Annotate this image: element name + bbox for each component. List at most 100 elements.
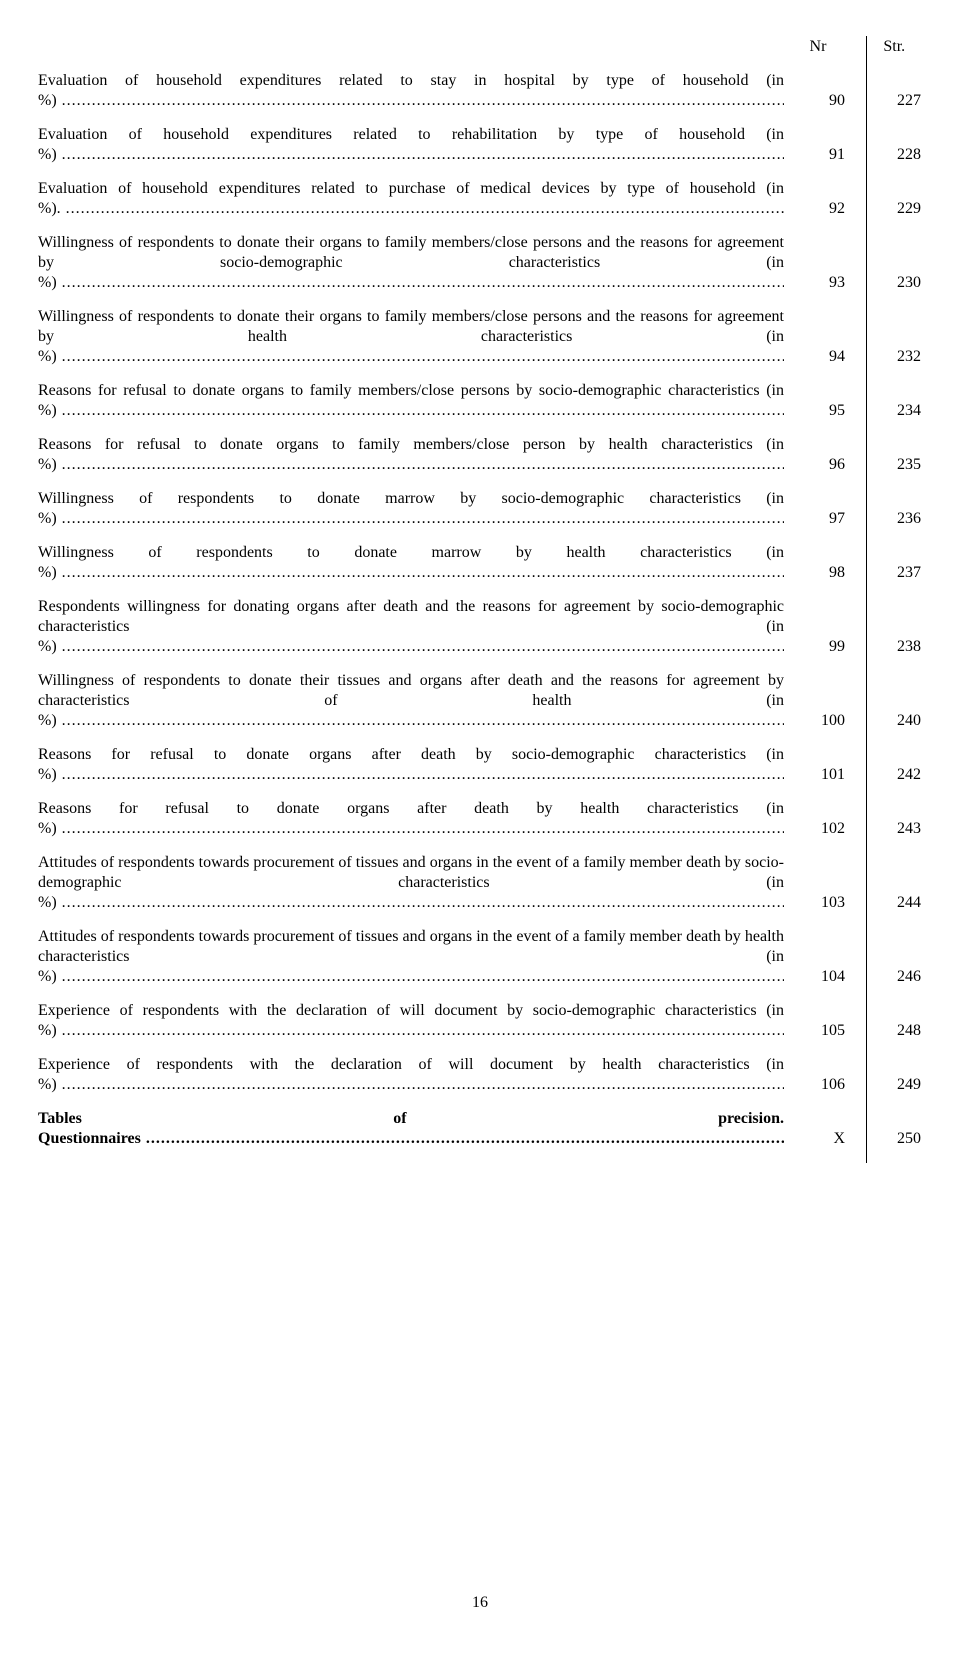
toc-row: Reasons for refusal to donate organs to … (38, 435, 922, 489)
toc-nr: 98 (790, 543, 846, 597)
toc-str: 236 (866, 489, 922, 543)
toc-separator (846, 543, 866, 597)
toc-str: 232 (866, 307, 922, 381)
toc-separator (846, 1001, 866, 1055)
toc-title-text: Experience of respondents with the decla… (38, 1001, 784, 1041)
toc-title-text: Respondents willingness for donating org… (38, 597, 784, 657)
toc-row: Reasons for refusal to donate organs aft… (38, 745, 922, 799)
toc-title-text: Experience of respondents with the decla… (38, 1055, 784, 1095)
toc-title-cell: Willingness of respondents to donate mar… (38, 543, 790, 597)
toc-nr: 100 (790, 671, 846, 745)
toc-nr: 91 (790, 125, 846, 179)
toc-nr: 95 (790, 381, 846, 435)
toc-str: 237 (866, 543, 922, 597)
toc-separator (846, 671, 866, 745)
toc-separator (846, 745, 866, 799)
toc-title-text: Tables of precision. Questionnaires (38, 1109, 784, 1149)
toc-str: 249 (866, 1055, 922, 1109)
toc-separator (846, 179, 866, 233)
toc-str: 240 (866, 671, 922, 745)
toc-str: 248 (866, 1001, 922, 1055)
toc-separator (846, 1055, 866, 1109)
toc-row: Reasons for refusal to donate organs aft… (38, 799, 922, 853)
toc-row: Evaluation of household expenditures rel… (38, 71, 922, 125)
toc-str: 244 (866, 853, 922, 927)
toc-str: 234 (866, 381, 922, 435)
toc-title-cell: Reasons for refusal to donate organs aft… (38, 799, 790, 853)
toc-title-cell: Reasons for refusal to donate organs aft… (38, 745, 790, 799)
toc-separator (846, 233, 866, 307)
toc-str: 243 (866, 799, 922, 853)
toc-separator (846, 597, 866, 671)
toc-str: 227 (866, 71, 922, 125)
toc-row: Willingness of respondents to donate mar… (38, 543, 922, 597)
toc-title-cell: Experience of respondents with the decla… (38, 1055, 790, 1109)
toc-title-text: Attitudes of respondents towards procure… (38, 853, 784, 913)
toc-title-text: Reasons for refusal to donate organs aft… (38, 745, 784, 785)
toc-title-cell: Respondents willingness for donating org… (38, 597, 790, 671)
toc-page: Nr Str. Evaluation of household expendit… (38, 36, 922, 1613)
toc-title-cell: Evaluation of household expenditures rel… (38, 179, 790, 233)
toc-title-cell: Evaluation of household expenditures rel… (38, 71, 790, 125)
toc-str: 230 (866, 233, 922, 307)
toc-row: Evaluation of household expenditures rel… (38, 179, 922, 233)
toc-row: Tables of precision. QuestionnairesX250 (38, 1109, 922, 1163)
toc-row: Willingness of respondents to donate the… (38, 671, 922, 745)
toc-str: 246 (866, 927, 922, 1001)
toc-title-text: Willingness of respondents to donate mar… (38, 489, 784, 529)
toc-nr: 106 (790, 1055, 846, 1109)
toc-row: Reasons for refusal to donate organs to … (38, 381, 922, 435)
toc-str: 235 (866, 435, 922, 489)
toc-title-cell: Reasons for refusal to donate organs to … (38, 381, 790, 435)
toc-title-text: Reasons for refusal to donate organs to … (38, 435, 784, 475)
toc-separator (846, 307, 866, 381)
toc-nr: 99 (790, 597, 846, 671)
toc-row: Experience of respondents with the decla… (38, 1055, 922, 1109)
toc-nr: 101 (790, 745, 846, 799)
toc-nr: 97 (790, 489, 846, 543)
toc-str: 250 (866, 1109, 922, 1163)
header-nr: Nr (790, 36, 846, 71)
toc-title-cell: Experience of respondents with the decla… (38, 1001, 790, 1055)
toc-title-cell: Willingness of respondents to donate the… (38, 671, 790, 745)
toc-title-text: Willingness of respondents to donate the… (38, 307, 784, 367)
toc-title-text: Evaluation of household expenditures rel… (38, 71, 784, 111)
toc-separator (846, 381, 866, 435)
toc-separator (846, 1109, 866, 1163)
toc-row: Experience of respondents with the decla… (38, 1001, 922, 1055)
toc-str: 228 (866, 125, 922, 179)
toc-separator (846, 799, 866, 853)
toc-row: Evaluation of household expenditures rel… (38, 125, 922, 179)
toc-title-text: Willingness of respondents to donate the… (38, 233, 784, 293)
toc-nr: 102 (790, 799, 846, 853)
toc-title-cell: Willingness of respondents to donate the… (38, 307, 790, 381)
toc-title-cell: Tables of precision. Questionnaires (38, 1109, 790, 1163)
toc-title-cell: Attitudes of respondents towards procure… (38, 927, 790, 1001)
toc-nr: 96 (790, 435, 846, 489)
toc-title-cell: Attitudes of respondents towards procure… (38, 853, 790, 927)
toc-row: Attitudes of respondents towards procure… (38, 927, 922, 1001)
toc-row: Attitudes of respondents towards procure… (38, 853, 922, 927)
toc-title-text: Attitudes of respondents towards procure… (38, 927, 784, 987)
toc-nr: 90 (790, 71, 846, 125)
toc-separator (846, 71, 866, 125)
toc-nr: 94 (790, 307, 846, 381)
header-title-blank (38, 36, 790, 71)
toc-title-cell: Evaluation of household expenditures rel… (38, 125, 790, 179)
toc-nr: 103 (790, 853, 846, 927)
toc-title-text: Evaluation of household expenditures rel… (38, 125, 784, 165)
toc-title-text: Evaluation of household expenditures rel… (38, 179, 784, 219)
toc-row: Willingness of respondents to donate mar… (38, 489, 922, 543)
toc-title-text: Willingness of respondents to donate the… (38, 671, 784, 731)
header-separator (846, 36, 866, 71)
toc-str: 238 (866, 597, 922, 671)
toc-separator (846, 853, 866, 927)
toc-nr: 93 (790, 233, 846, 307)
toc-row: Willingness of respondents to donate the… (38, 233, 922, 307)
toc-row: Respondents willingness for donating org… (38, 597, 922, 671)
page-number: 16 (38, 1593, 922, 1613)
toc-separator (846, 125, 866, 179)
toc-row: Willingness of respondents to donate the… (38, 307, 922, 381)
toc-title-text: Reasons for refusal to donate organs to … (38, 381, 784, 421)
toc-title-cell: Willingness of respondents to donate the… (38, 233, 790, 307)
